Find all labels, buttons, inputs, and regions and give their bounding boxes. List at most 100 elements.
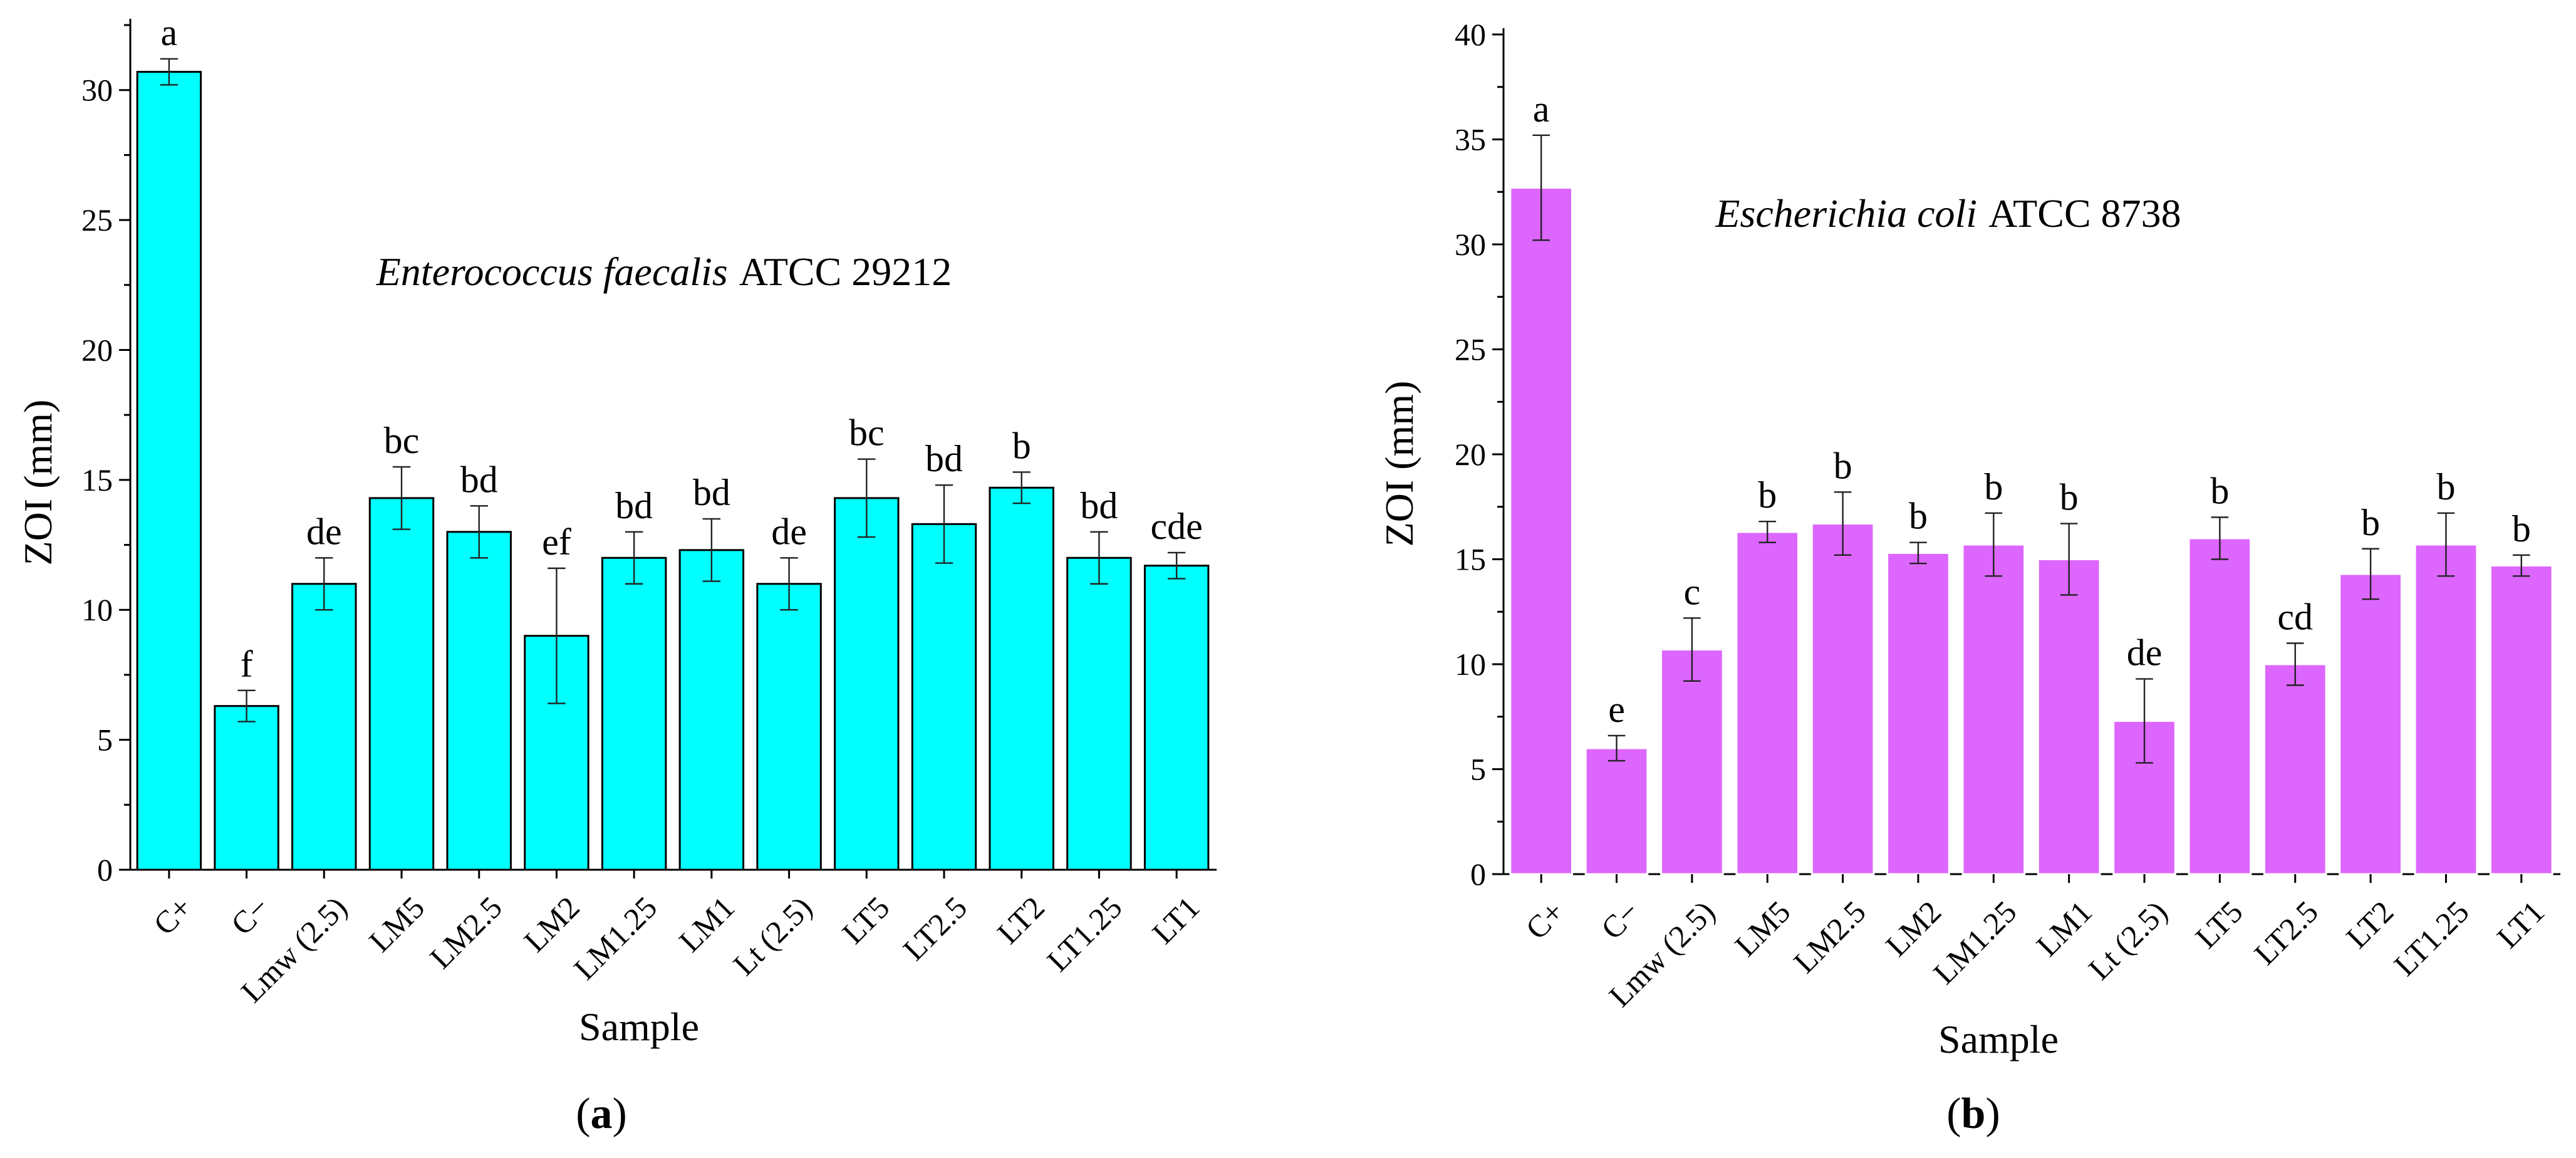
panel-b-bar [2263, 663, 2327, 875]
panel-a-x-tick-label: LM1 [672, 890, 741, 959]
panel-b-significance-label: b [1909, 496, 1928, 537]
panel-a-chart: Enterococcus faecalis ATCC 29212 Sample Z… [16, 12, 1217, 1138]
panel-a-bar [291, 583, 357, 871]
panel-b-title: Escherichia coli ATCC 8738 [1715, 191, 2181, 236]
panel-a-y-tick-label: 25 [81, 202, 113, 237]
panel-b-bar [2188, 537, 2252, 875]
panel-b-bar [1810, 523, 1875, 875]
panel-b-bar [2489, 565, 2553, 875]
panel-a-y-tick-label: 15 [81, 462, 113, 498]
panel-a-significance-label: bd [460, 459, 498, 500]
panel-a-y-tick-label: 5 [97, 722, 113, 758]
panel-a-significance-label: de [771, 511, 807, 552]
panel-a-significance-label: bd [925, 438, 963, 479]
panel-b-bar [1509, 187, 1574, 875]
panel-b-x-tick-label: LT5 [2188, 894, 2249, 955]
panel-a-x-tick-label: LM5 [362, 890, 431, 959]
panel-a-x-tick-label: C− [224, 890, 276, 942]
panel-a-x-tick-label: LT2.5 [896, 890, 974, 968]
panel-b-significance-label: b [1758, 474, 1777, 516]
panel-a-x-tick-label: LT5 [835, 890, 896, 951]
panel-b-x-axis-title: Sample [1938, 1017, 2059, 1062]
panel-a-bar [214, 705, 279, 871]
panel-a-bar [136, 71, 202, 871]
panel-a-significance-label: bd [693, 472, 730, 513]
panel-a-bar [368, 497, 435, 871]
panel-a-significance-label: a [161, 12, 178, 53]
panel-a-bar [756, 583, 822, 871]
panel-b-y-tick-label: 10 [1455, 647, 1486, 682]
panel-a-significance-label: bd [1080, 485, 1118, 526]
panel-a-significance-label: b [1012, 425, 1031, 466]
panel-a-significance-label: f [241, 644, 253, 685]
panel-b-x-tick-label: LT2 [2339, 894, 2400, 955]
panel-a-x-tick-label: LM2.5 [423, 890, 509, 976]
panel-b-x-tick-label: LT1.25 [2387, 894, 2475, 983]
panel-b-y-tick-label: 25 [1455, 332, 1486, 367]
panel-a-bar [911, 523, 977, 871]
panel-b-significance-label: b [2210, 471, 2229, 512]
panel-b-significance-label: c [1684, 571, 1701, 612]
panel-a-bar [446, 531, 512, 871]
panel-b-bar [2339, 573, 2402, 875]
panel-b-significance-label: b [1984, 466, 2003, 508]
panel-b-significance-label: b [1834, 445, 1852, 486]
panel-b-x-tick-label: Lt (2.5) [2082, 894, 2174, 987]
panel-a-bar [1066, 556, 1132, 871]
panel-a-y-tick-label: 10 [81, 592, 113, 627]
panel-b-y-axis-title: ZOI (mm) [1377, 381, 1421, 547]
panel-a-y-tick-label: 0 [97, 852, 113, 887]
panel-b-bar [1886, 551, 1950, 875]
panel-a-x-tick-label: LM2 [517, 890, 586, 959]
panel-b-significance-label: cd [2277, 597, 2313, 638]
panel-b-bar [1961, 543, 2026, 875]
panel-b-label: (b) [1946, 1090, 2000, 1138]
panel-a-y-tick-label: 30 [81, 73, 113, 108]
panel-b-significance-label: de [2127, 632, 2163, 673]
panel-b-x-tick-label: C− [1594, 894, 1646, 946]
panel-b-significance-label: a [1533, 88, 1550, 130]
panel-a-x-axis-title: Sample [579, 1004, 699, 1049]
panel-a-significance-label: de [306, 511, 342, 552]
panel-b-bar [1584, 747, 1649, 875]
panel-b-y-tick-label: 5 [1470, 752, 1486, 787]
panel-a-bar [678, 549, 745, 871]
panel-a-bar [989, 486, 1054, 871]
panel-a-label: (a) [576, 1090, 627, 1138]
panel-b-chart: Escherichia coli ATCC 8738 Sample ZOI (mm… [1377, 17, 2560, 1138]
panel-a-bar [1143, 565, 1210, 871]
panel-b-significance-label: b [2512, 508, 2531, 550]
panel-b-x-tick-label: LM2 [1879, 894, 1948, 963]
panel-b-bar [1660, 649, 1724, 875]
panel-a-significance-label: bd [615, 485, 653, 526]
panel-b-significance-label: b [2436, 466, 2455, 508]
panel-b-y-tick-label: 0 [1470, 857, 1486, 892]
panel-a-x-tick-label: LT2 [990, 890, 1051, 951]
panel-a-significance-label: bc [384, 420, 420, 461]
panel-b-bar [1735, 531, 1800, 875]
panel-b-y-tick-label: 35 [1455, 122, 1486, 157]
panel-b-significance-label: e [1608, 689, 1625, 730]
panel-b-bar [2037, 558, 2101, 875]
panel-b-x-tick-label: LM5 [1728, 894, 1797, 963]
panel-a-title: Enterococcus faecalis ATCC 29212 [376, 249, 952, 294]
panel-a-x-tick-label: C+ [147, 890, 199, 942]
panel-a-x-tick-label: LT1 [1145, 890, 1206, 951]
panel-a-x-tick-label: Lt (2.5) [726, 890, 819, 983]
panel-b-y-tick-label: 15 [1455, 542, 1486, 577]
panel-a-x-tick-label: LM1.25 [567, 890, 664, 987]
panel-b-y-tick-label: 40 [1455, 17, 1486, 52]
panel-a-significance-label: bc [849, 412, 885, 454]
panel-b-significance-label: b [2361, 502, 2380, 543]
panel-a-significance-label: cde [1151, 506, 1203, 547]
panel-b-x-tick-label: LM1.25 [1926, 894, 2023, 991]
panel-a-bar [834, 497, 900, 871]
panel-b-x-tick-label: LM2.5 [1787, 894, 1872, 980]
panel-b-significance-label: b [2060, 477, 2079, 518]
panel-b-x-tick-label: LT1 [2490, 894, 2551, 955]
panel-b-x-tick-label: LM1 [2030, 894, 2099, 963]
panel-a-y-axis-title: ZOI (mm) [16, 400, 60, 566]
panel-b-x-tick-label: C+ [1519, 894, 1571, 946]
panel-b-y-tick-label: 20 [1455, 437, 1486, 472]
